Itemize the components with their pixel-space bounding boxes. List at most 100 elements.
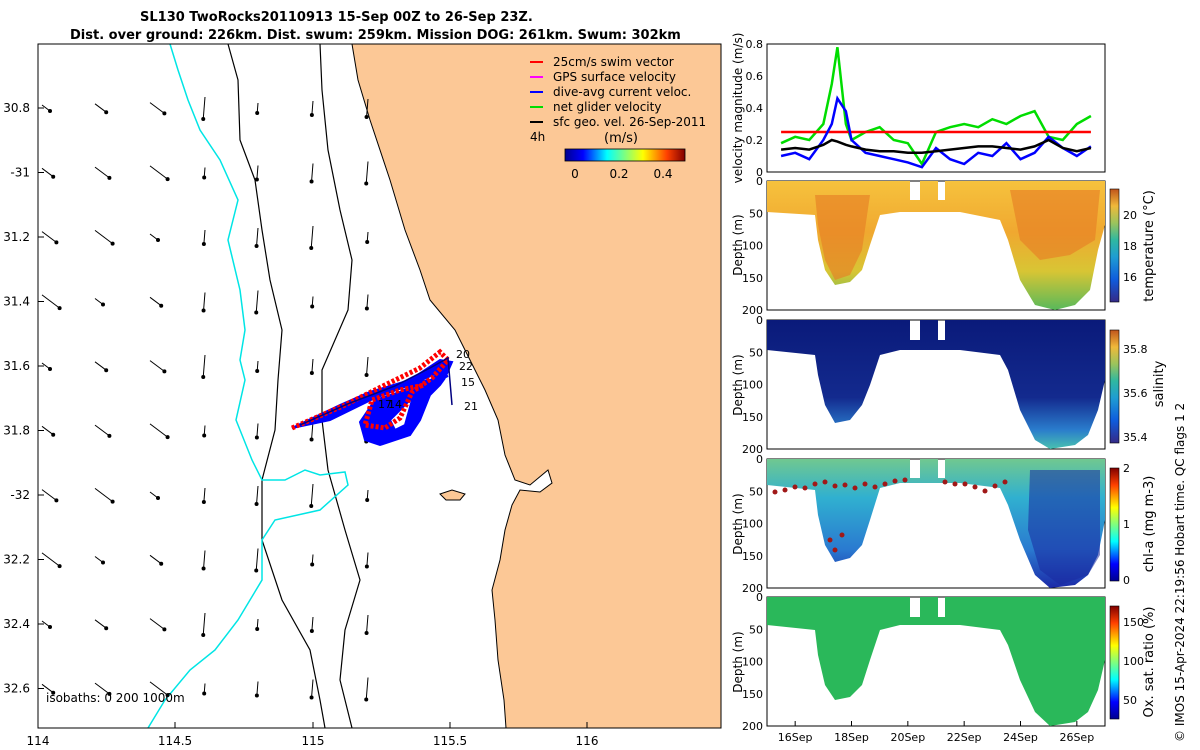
chl-max-marker <box>832 483 838 489</box>
velocity-series-line <box>780 95 1092 169</box>
salinity-y-axis: 0 50 100 150 200 <box>742 314 763 456</box>
map-y-tick-label: -31 <box>10 166 30 180</box>
velocity-y-tick: 0.6 <box>746 70 764 83</box>
temperature-colorbar <box>1109 188 1120 303</box>
velocity-arrow <box>41 294 62 311</box>
chl-max-marker <box>872 484 878 490</box>
map-x-axis: 114 114.5 115 115.5 116 <box>27 722 599 748</box>
velocity-arrow <box>365 489 370 502</box>
velocity-arrow <box>201 96 206 121</box>
colorbar-tick: 20 <box>1123 209 1137 222</box>
colorbar-tick: 18 <box>1123 240 1137 253</box>
chlorophyll-max-markers <box>772 477 1008 553</box>
velocity-arrow <box>364 98 369 119</box>
map-y-tick-label: 32.2 <box>3 553 30 567</box>
oxygen-ylabel: Depth (m) <box>731 631 745 692</box>
salinity-colorbar-ticks: 35.4 35.6 35.8 <box>1123 343 1148 444</box>
velocity-arrow <box>364 614 369 635</box>
velocity-arrow <box>94 166 112 180</box>
velocity-arrow <box>201 487 206 504</box>
velocity-arrow <box>94 361 109 373</box>
velocity-arrow <box>41 362 52 371</box>
velocity-arrow <box>254 548 259 573</box>
coastline <box>351 44 553 728</box>
depth-tick: 100 <box>742 518 763 531</box>
velocity-arrow <box>254 290 259 315</box>
glider-track <box>291 348 454 447</box>
map-x-tick-label: 115.5 <box>433 734 467 748</box>
depth-tick: 150 <box>742 550 763 563</box>
chlorophyll-y-axis: 0 50 100 150 200 <box>742 453 763 595</box>
velocity-arrow <box>254 165 259 182</box>
velocity-arrow <box>309 616 314 633</box>
velocity-arrow <box>202 425 207 438</box>
temperature-ylabel: Depth (m) <box>731 214 745 275</box>
time-x-axis: 16Sep 18Sep 20Sep 22Sep 24Sep 26Sep <box>778 721 1094 744</box>
chl-max-marker <box>892 478 898 484</box>
map-y-tick-label: 31.2 <box>3 230 30 244</box>
map-x-tick-label: 116 <box>576 734 599 748</box>
velocity-arrow <box>309 163 314 184</box>
chlorophyll-colorbar-label: chl-a (mg m-3) <box>1142 476 1157 573</box>
oxygen-y-axis: 0 50 100 150 200 <box>742 591 763 733</box>
legend-note: 4h <box>530 130 545 144</box>
velocity-arrow <box>41 104 52 113</box>
colorbar-tick: 50 <box>1123 694 1137 707</box>
map-frame <box>37 43 722 729</box>
velocity-arrow <box>94 619 109 631</box>
velocity-arrow <box>255 360 260 373</box>
oxygen-colorbar-label: Ox. sat. ratio (%) <box>1142 607 1157 718</box>
colorbar-tick: 0 <box>1123 574 1130 587</box>
velocity-arrow <box>202 683 207 696</box>
velocity-arrow <box>309 225 314 250</box>
depth-tick: 200 <box>742 304 763 317</box>
colorbar-tick: 2 <box>1123 462 1130 475</box>
salinity-panel: 0 50 100 150 200 Depth (m) 35.4 35.6 35.8 sali… <box>731 314 1167 456</box>
velocity-arrow <box>201 354 206 379</box>
velocity-arrow <box>41 425 56 437</box>
map-colorbar-tick: 0 <box>571 167 579 181</box>
velocity-arrow <box>149 423 170 440</box>
velocity-arrow <box>149 618 167 632</box>
colorbar-tick: 35.4 <box>1123 431 1148 444</box>
day-label-21: 21 <box>464 400 478 413</box>
chlorophyll-panel: 0 50 100 150 200 Depth (m) 0 1 2 chl-a (mg m-3… <box>731 453 1157 595</box>
time-tick-label: 20Sep <box>890 731 925 744</box>
chlorophyll-colorbar-ticks: 0 1 2 <box>1123 462 1130 587</box>
velocity-arrow <box>41 167 56 179</box>
depth-tick: 0 <box>756 175 763 188</box>
depth-tick: 100 <box>742 240 763 253</box>
velocity-arrow <box>41 552 62 569</box>
map-y-tick-label: 32.6 <box>3 682 30 696</box>
chl-max-marker <box>972 484 978 490</box>
map-colorbar <box>564 148 686 162</box>
temperature-colorbar-label: temperature (°C) <box>1142 190 1157 302</box>
velocity-arrow <box>41 683 56 695</box>
chl-max-marker <box>827 537 833 543</box>
oxygen-panel: 0 50 100 150 200 Depth (m) 50 100 150 Ox. sat.… <box>731 591 1157 733</box>
depth-tick: 0 <box>756 453 763 466</box>
rottnest-island <box>439 489 466 501</box>
chl-max-marker <box>822 479 828 485</box>
oxygen-colorbar-ticks: 50 100 150 <box>1123 616 1144 707</box>
velocity-y-tick: 0.8 <box>746 38 764 51</box>
chlorophyll-deep-low <box>1028 470 1100 585</box>
salinity-colorbar <box>1109 329 1120 444</box>
velocity-arrow <box>41 489 59 503</box>
isobath-200 <box>319 44 361 728</box>
velocity-arrow <box>309 483 314 508</box>
velocity-arrow <box>149 165 170 182</box>
depth-tick: 50 <box>749 623 763 636</box>
day-label-14: 14 <box>388 398 402 411</box>
chl-max-marker <box>852 485 858 491</box>
velocity-arrow <box>94 103 109 115</box>
map-x-tick-label: 115 <box>302 734 325 748</box>
velocity-arrow <box>255 618 260 631</box>
time-tick-label: 24Sep <box>1003 731 1038 744</box>
oxygen-section <box>767 597 1105 726</box>
figure-title-line2: Dist. over ground: 226km. Dist. swum: 25… <box>70 28 681 43</box>
velocity-series <box>780 47 1092 169</box>
isobath-0 <box>147 44 349 728</box>
velocity-arrow <box>254 423 259 440</box>
